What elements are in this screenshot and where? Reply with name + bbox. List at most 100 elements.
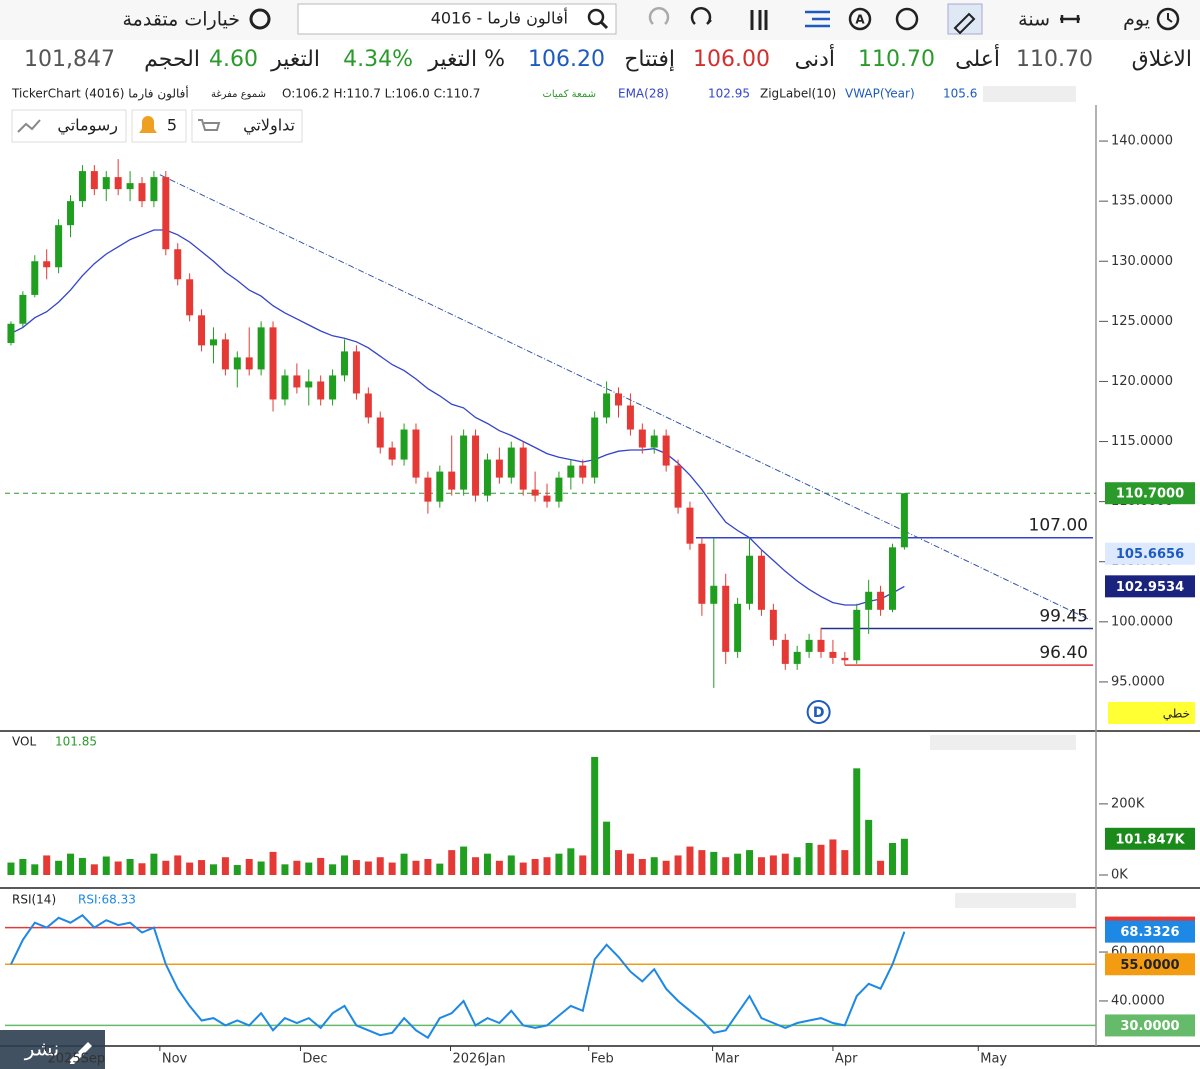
- share[interactable]: نشر: [24, 1037, 59, 1061]
- volume-bar: [555, 853, 563, 875]
- y-tick-label: 125.0000: [1111, 314, 1173, 329]
- candle-body: [674, 465, 682, 508]
- search-box[interactable]: [297, 3, 617, 35]
- ema-line: [10, 229, 905, 606]
- volume-bar: [495, 860, 503, 875]
- redo-icon[interactable]: [690, 7, 712, 25]
- volume-bar: [448, 850, 456, 875]
- candle-body: [221, 339, 229, 370]
- plots: 95.0000100.0000105.0000110.0000115.00001…: [5, 134, 1195, 1067]
- candle-body: [853, 609, 861, 661]
- volume-bar: [865, 819, 873, 875]
- value-box: [1105, 827, 1195, 850]
- quote-value: 4.34%: [343, 47, 413, 72]
- list-icon[interactable]: [805, 10, 830, 28]
- value-box-label: 68.3326: [1120, 925, 1179, 940]
- drawings[interactable]: رسوماتي: [57, 116, 118, 136]
- volume-bar: [579, 855, 587, 875]
- candle-body: [19, 294, 27, 324]
- y-tick-label: 135.0000: [1111, 194, 1173, 209]
- candle-body: [686, 507, 694, 544]
- a-icon[interactable]: [848, 7, 872, 31]
- candle-icon[interactable]: [750, 10, 768, 30]
- alerts-button[interactable]: [131, 109, 187, 143]
- volume-bar: [7, 862, 15, 875]
- candle-body: [483, 459, 491, 496]
- candle-body: [67, 201, 75, 226]
- candle-body: [579, 465, 587, 478]
- annotation-circle: [806, 700, 831, 724]
- rsi-panel-icons[interactable]: [955, 893, 1076, 908]
- volume-bar: [102, 856, 110, 875]
- volume-bar: [150, 853, 158, 875]
- quote-label: التغير: [270, 47, 320, 72]
- volume-bar: [400, 853, 408, 875]
- vwap-value: 105.6: [943, 87, 977, 101]
- candle-body: [603, 393, 611, 418]
- period[interactable]: يوم: [1123, 9, 1150, 31]
- candle-body: [495, 459, 503, 478]
- clock-icon[interactable]: [1156, 7, 1180, 31]
- value-box: [1105, 953, 1195, 976]
- panel-icons[interactable]: [983, 86, 1076, 102]
- candle-body: [757, 555, 765, 610]
- value-box: [1105, 542, 1195, 565]
- volume-candles: شمعة كميات: [542, 89, 596, 100]
- volume-bar: [436, 863, 444, 875]
- candle-body: [305, 381, 313, 388]
- candle-body: [888, 547, 896, 610]
- volume-bar: [31, 864, 39, 875]
- volume-bar: [198, 860, 206, 875]
- candle-body: [829, 651, 837, 658]
- candle-body: [341, 351, 349, 376]
- alerts[interactable]: 5: [167, 116, 177, 135]
- volume-bar: [567, 848, 575, 875]
- candle-body: [162, 177, 170, 250]
- volume-bar: [376, 857, 384, 875]
- candle-body: [472, 435, 480, 496]
- quote-value: 110.70: [858, 47, 935, 72]
- volume-bar: [888, 843, 896, 875]
- line-type-box[interactable]: [1108, 702, 1195, 724]
- candle-body: [817, 639, 825, 652]
- candle-body: [841, 657, 849, 661]
- value-box-label: 30.0000: [1120, 1019, 1179, 1034]
- vol-title: VOL: [12, 735, 36, 749]
- y-tick-label: 100.0000: [1111, 614, 1173, 629]
- candle-body: [591, 417, 599, 478]
- candle-body: [662, 435, 670, 466]
- candle-body: [567, 465, 575, 478]
- ohlc: O:106.2 H:110.7 L:106.0 C:110.7: [282, 87, 480, 101]
- level-label: 99.45: [1039, 606, 1088, 626]
- drawings-button[interactable]: [11, 109, 127, 143]
- volume-bar: [650, 857, 658, 875]
- volume-bar: [174, 855, 182, 875]
- undo-icon[interactable]: [648, 7, 670, 25]
- volume-bar: [722, 857, 730, 875]
- trades[interactable]: تداولاتي: [243, 116, 295, 136]
- advanced-options[interactable]: خيارات متقدمة: [122, 9, 240, 31]
- line-type[interactable]: خطي: [1163, 707, 1190, 721]
- volume-bar: [674, 855, 682, 875]
- indicator-icon[interactable]: [895, 7, 919, 31]
- candle-body: [198, 315, 206, 346]
- volume-bar: [591, 756, 599, 875]
- toolbar: يوم سنة A 4016 - أفالون فارما خيارات متق…: [122, 3, 1180, 35]
- candle-body: [793, 651, 801, 664]
- vol-panel-icons[interactable]: [930, 735, 1076, 750]
- candle-body: [877, 591, 885, 610]
- volume-bar: [257, 861, 265, 875]
- candle-body: [388, 447, 396, 460]
- volume-bar: [126, 859, 134, 875]
- candle-body: [364, 393, 372, 418]
- trades-button[interactable]: [191, 109, 303, 143]
- candle-body: [781, 639, 789, 664]
- range[interactable]: سنة: [1018, 9, 1050, 31]
- candle-body: [138, 183, 146, 202]
- volume-bar: [507, 855, 515, 875]
- bell-icon: [139, 116, 157, 133]
- quote-label: أعلى: [955, 44, 1000, 72]
- symbol[interactable]: 4016 - أفالون فارما: [431, 8, 568, 29]
- level-label: 96.40: [1039, 643, 1088, 663]
- frame: [0, 105, 1200, 1047]
